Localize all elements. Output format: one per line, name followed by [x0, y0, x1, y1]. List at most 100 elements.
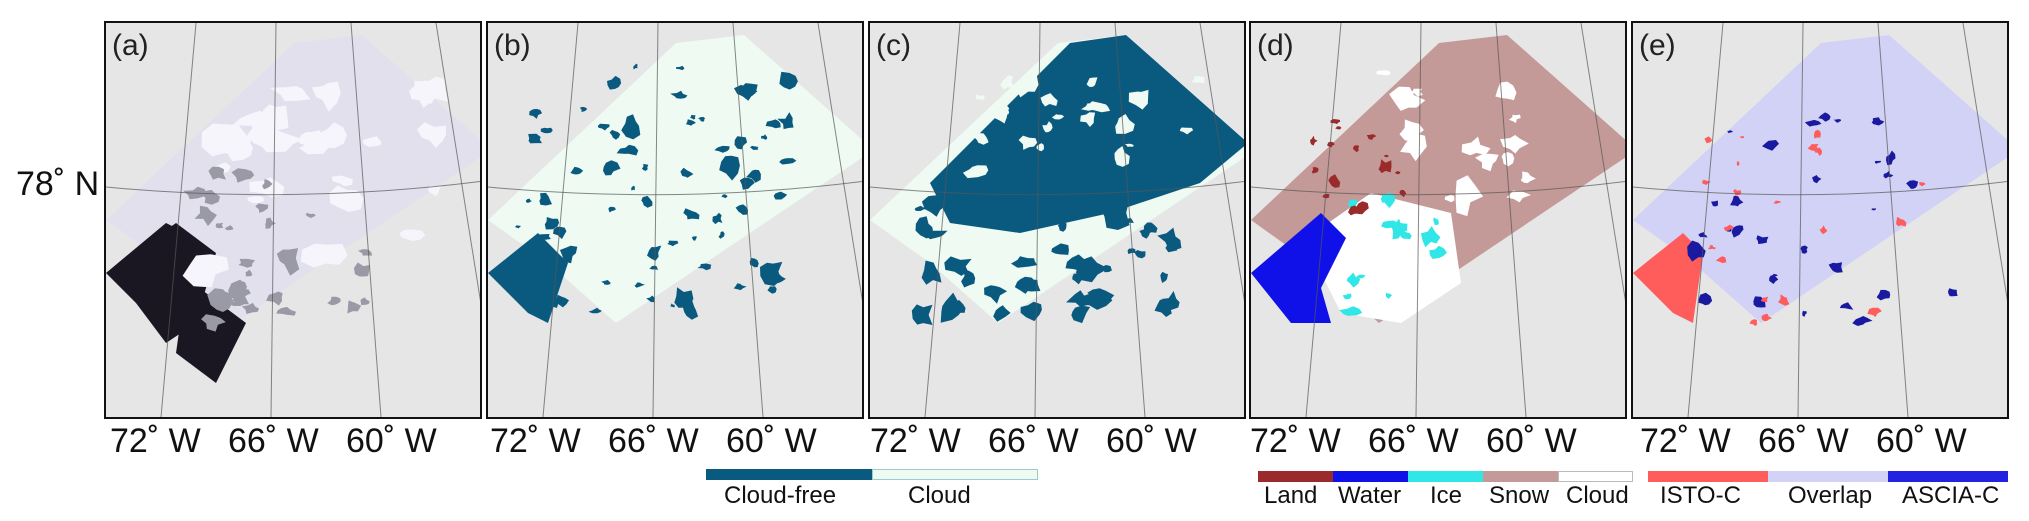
cloud-patch — [1018, 135, 1038, 150]
terrain-shadow — [347, 300, 362, 314]
cloud-patch — [1475, 153, 1499, 172]
cloud-patch — [1042, 121, 1053, 133]
legend-label-ice: Ice — [1430, 482, 1463, 509]
cloud-free-patch — [698, 116, 706, 122]
cloud-free-patch — [914, 205, 927, 211]
cloud-free-patch — [765, 119, 781, 129]
cloud-free-patch — [530, 272, 550, 294]
cloud-patch — [1508, 114, 1521, 123]
cloud-free-patch — [690, 114, 696, 120]
graticule-line — [1877, 23, 1909, 417]
terrain-shadow — [327, 296, 341, 306]
legend-label-isto: ISTO-C — [1660, 482, 1741, 509]
isto-patch — [1819, 225, 1828, 235]
terrain-shadow — [215, 222, 224, 229]
terrain-shadow — [266, 291, 283, 306]
cloud-free-patch — [682, 299, 699, 320]
map-e — [1633, 23, 2007, 417]
cloud-free-patch — [641, 163, 649, 171]
cloud-patch — [1455, 175, 1484, 217]
water-area — [1251, 213, 1346, 323]
cloud-free-patch — [993, 305, 1011, 322]
isto-patch — [1778, 294, 1790, 306]
map-b — [488, 23, 862, 417]
land-patch — [1399, 189, 1407, 198]
ascia-patch — [1839, 302, 1854, 310]
ice-patch — [1433, 217, 1439, 225]
cloud-free-patch — [676, 65, 685, 71]
cloud-free-patch — [608, 206, 616, 213]
legend-swatch-water — [1333, 471, 1408, 482]
cloud-patch — [1087, 101, 1111, 113]
legend-swatch-ice — [1408, 471, 1483, 482]
cloud-patch — [1389, 86, 1426, 111]
terrain-shadow — [276, 306, 296, 316]
ice-patch — [1420, 226, 1441, 248]
graticule-line — [652, 23, 659, 417]
panel-label-a: (a) — [112, 29, 149, 62]
cloud-free-patch — [641, 195, 653, 208]
isto-patch — [1813, 129, 1821, 139]
graticule-line — [1199, 23, 1244, 302]
cloud-free-patch — [536, 234, 551, 240]
ice-patch — [1348, 199, 1358, 210]
panel-d: (d) — [1249, 21, 1627, 419]
land-patch — [1327, 141, 1335, 148]
cloud-free-patch — [921, 195, 946, 217]
cloud-free-patch — [670, 90, 688, 99]
lon-label-d-2: 66˚ W — [1368, 422, 1459, 460]
cloud-patch — [1376, 70, 1391, 76]
cloud-free-patch — [603, 160, 621, 176]
cloud-free-patch — [609, 129, 621, 140]
graticule-line — [1633, 180, 2007, 196]
land-patch — [1311, 167, 1319, 174]
cloud-free-patch — [649, 265, 659, 270]
cloud-patch — [226, 133, 253, 162]
cloud-free-patch — [579, 106, 588, 112]
legend-label-cloud: Cloud — [908, 482, 971, 509]
cloud-free-patch — [597, 123, 610, 131]
cloud-free-patch — [680, 167, 694, 178]
cloud-free-patch — [719, 155, 740, 181]
ice-patch — [1429, 245, 1447, 259]
lon-label-c-2: 66˚ W — [988, 422, 1079, 460]
graticule-line — [1687, 23, 1724, 417]
ascia-patch — [1948, 288, 1958, 297]
cloud-patch — [269, 86, 311, 102]
cloud-free-patch — [718, 231, 725, 239]
isto-area — [1633, 233, 1703, 323]
isto-patch — [1760, 296, 1769, 303]
cloud-free-patch — [515, 225, 521, 229]
panel-label-d: (d) — [1257, 29, 1294, 62]
terrain-shadow — [194, 205, 217, 227]
terrain-shadow — [201, 314, 226, 332]
cloud-free-patch — [1154, 299, 1172, 317]
legend-label-class-cloud: Cloud — [1566, 482, 1629, 509]
cloud-free-area — [930, 35, 1244, 233]
land-patch — [1394, 171, 1401, 175]
lon-label-c-3: 60˚ W — [1106, 422, 1197, 460]
lon-label-a-3: 60˚ W — [346, 422, 437, 460]
ascia-patch — [1852, 316, 1873, 326]
cloud-patch — [1461, 136, 1491, 156]
ascia-patch — [1833, 119, 1842, 123]
graticule-line — [817, 23, 862, 302]
terrain-shadow — [241, 302, 260, 314]
cloud-patch — [1180, 127, 1194, 135]
map-c — [870, 23, 1244, 417]
legend-label-snow: Snow — [1489, 482, 1550, 509]
lon-label-d-3: 60˚ W — [1486, 422, 1577, 460]
cloud-free-patch — [714, 145, 730, 153]
ascia-patch — [1871, 117, 1885, 126]
cloud-free-patch — [767, 286, 777, 294]
cloud-patch — [974, 133, 989, 145]
isto-patch — [1867, 307, 1882, 317]
land-patch — [1353, 145, 1360, 153]
cloud-patch — [299, 134, 342, 155]
ice-patch — [1385, 292, 1392, 299]
ascia-patch — [1876, 289, 1891, 301]
land-patch — [1383, 154, 1389, 158]
cloud-free-patch — [1087, 288, 1115, 302]
ascia-patch — [1828, 262, 1843, 273]
ascia-patch — [1874, 160, 1882, 164]
